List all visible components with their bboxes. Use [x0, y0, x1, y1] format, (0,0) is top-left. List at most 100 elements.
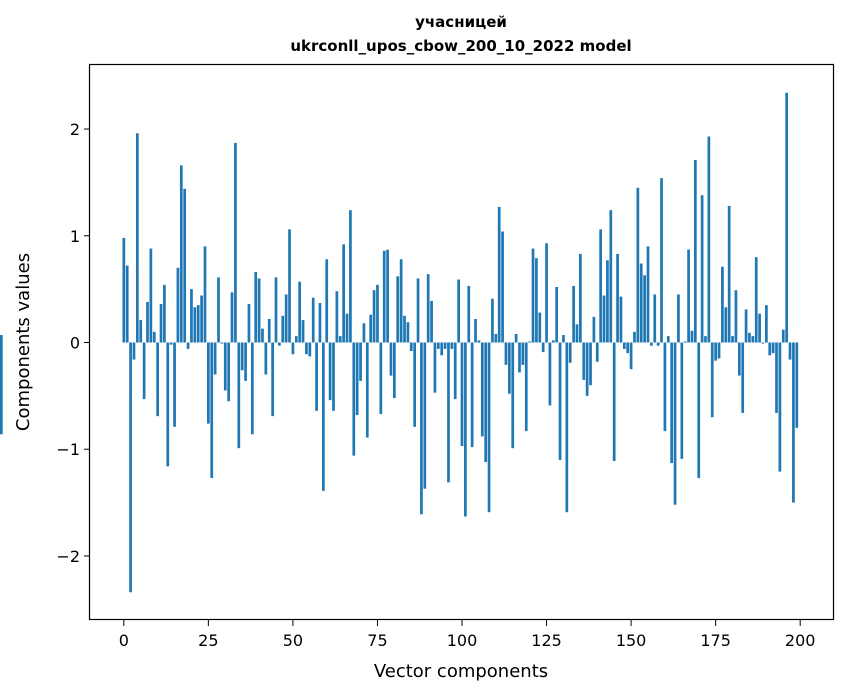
bar-42: [264, 342, 268, 375]
bar-56: [311, 297, 315, 343]
bar-66: [345, 313, 349, 343]
bar-180: [731, 336, 734, 343]
bar-160: [663, 342, 667, 432]
bar-122: [535, 258, 538, 343]
bar-198: [792, 342, 795, 503]
bar-195: [781, 329, 785, 343]
bar-136: [582, 342, 586, 380]
bar-72: [365, 342, 369, 438]
bar-40: [257, 278, 261, 343]
bar-182: [737, 342, 741, 376]
bar-14: [169, 342, 173, 345]
bar-150: [629, 342, 633, 370]
bar-96: [447, 342, 450, 483]
bar-54: [305, 342, 308, 355]
bar-47: [281, 315, 285, 343]
bar-9: [152, 331, 156, 343]
bar-35: [240, 342, 244, 371]
bar-61: [328, 342, 332, 401]
chart-title: учасницей: [415, 13, 507, 31]
bar-191: [768, 342, 772, 356]
bar-100: [460, 342, 464, 447]
bar-41: [261, 328, 264, 343]
bar-97: [450, 342, 454, 349]
bar-28: [217, 277, 220, 343]
bar-161: [666, 336, 670, 343]
bar-11: [159, 304, 163, 343]
bar-55: [308, 342, 312, 357]
bar-140: [595, 342, 599, 362]
bar-200: [0, 342, 3, 435]
bar-81: [396, 276, 400, 343]
bar-1: [125, 265, 129, 343]
bar-25: [207, 342, 210, 424]
bar-101: [464, 342, 467, 517]
bar-171: [700, 195, 704, 343]
bar-158: [656, 342, 660, 346]
bar-90: [426, 274, 430, 343]
bar-190: [765, 305, 768, 343]
bar-3: [132, 342, 136, 360]
bar-5: [139, 320, 143, 343]
bar-74: [372, 290, 376, 343]
bar-103: [470, 342, 474, 448]
bar-143: [606, 260, 609, 343]
bar-64: [338, 336, 342, 343]
bar-102: [467, 285, 471, 343]
bar-13: [166, 342, 170, 467]
bar-169: [693, 159, 697, 343]
bar-91: [430, 300, 433, 343]
bar-32: [230, 292, 234, 343]
plot-frame: [88, 63, 835, 621]
bar-197: [788, 342, 792, 360]
bar-173: [707, 136, 711, 343]
bar-50: [291, 342, 295, 355]
bar-2: [129, 342, 132, 593]
bar-51: [294, 336, 298, 343]
bar-78: [386, 249, 389, 343]
bar-145: [612, 342, 616, 461]
bar-128: [555, 287, 559, 343]
bar-89: [423, 342, 427, 489]
bar-58: [318, 303, 322, 343]
y-tick-label: −1: [56, 440, 80, 459]
bar-165: [680, 342, 684, 459]
bar-114: [507, 342, 511, 394]
bar-144: [609, 210, 613, 343]
bar-157: [653, 294, 657, 343]
bar-183: [741, 342, 745, 413]
bar-188: [758, 313, 761, 343]
bar-105: [477, 340, 481, 343]
bar-79: [389, 342, 393, 376]
bar-71: [362, 323, 366, 343]
bar-68: [352, 342, 356, 456]
bar-39: [254, 272, 258, 343]
bar-189: [761, 342, 765, 344]
bar-107: [484, 342, 488, 463]
bar-121: [531, 248, 535, 343]
bar-76: [379, 342, 383, 415]
bar-99: [457, 279, 460, 343]
bar-53: [301, 320, 305, 343]
bar-186: [751, 336, 755, 343]
bar-95: [443, 342, 447, 349]
bar-60: [325, 259, 329, 343]
bar-154: [643, 275, 646, 343]
y-tick-label: −2: [56, 547, 80, 566]
bar-164: [677, 294, 680, 343]
bar-199: [795, 342, 799, 428]
bar-133: [572, 285, 575, 343]
bar-49: [288, 229, 291, 343]
bar-30: [223, 342, 227, 391]
axis-ticks: 0 25 50 75 100 125 150 175 200 −2 −1 0 1 2: [56, 120, 815, 650]
bar-148: [622, 342, 626, 349]
bar-12: [163, 284, 166, 343]
bar-33: [234, 142, 237, 343]
bar-185: [748, 332, 751, 343]
bar-94: [440, 342, 444, 356]
bar-138: [589, 342, 592, 386]
bar-178: [724, 307, 728, 343]
bar-6: [142, 342, 146, 400]
x-tick-label: 75: [367, 631, 387, 650]
